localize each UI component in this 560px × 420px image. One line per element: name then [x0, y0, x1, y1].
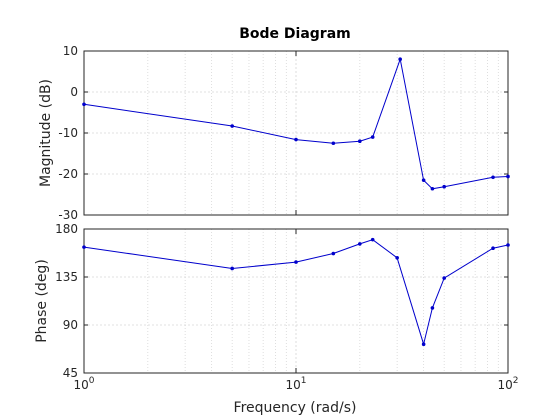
magnitude-data-point — [491, 175, 495, 180]
magnitude-data-point — [442, 184, 446, 189]
phase-y-axis-label: Phase (deg) — [34, 259, 50, 343]
phase-panel: 180 135 90 45 Phase (deg) — [34, 222, 510, 380]
x-tick-label: 102 — [497, 376, 518, 392]
magnitude-data-point — [358, 139, 362, 143]
magnitude-data-point — [82, 102, 86, 107]
chart-title: Bode Diagram — [239, 26, 351, 42]
phase-y-tick-label: 45 — [63, 366, 78, 380]
magnitude-y-tick-label: -30 — [58, 208, 78, 222]
magnitude-y-tick-label: -10 — [58, 126, 78, 140]
magnitude-panel: 10 0 -10 -20 -30 Magnitude (dB) — [38, 44, 510, 222]
phase-data-point — [506, 243, 510, 247]
phase-data-point — [294, 260, 298, 264]
phase-data-point — [421, 342, 426, 347]
magnitude-data-point — [294, 137, 298, 142]
phase-data-point — [430, 306, 435, 310]
x-tick-label: 101 — [285, 376, 306, 392]
phase-data-point — [331, 251, 336, 256]
x-tick-label: 100 — [73, 376, 94, 392]
magnitude-data-point — [430, 186, 435, 191]
phase-y-tick-label: 135 — [55, 270, 78, 284]
phase-data-point — [395, 255, 399, 260]
phase-data-point — [442, 276, 446, 280]
magnitude-y-tick-label: 10 — [63, 44, 78, 58]
phase-data-point — [370, 237, 375, 242]
magnitude-y-axis-label: Magnitude (dB) — [38, 79, 54, 187]
phase-y-tick-label: 180 — [55, 222, 78, 236]
magnitude-series-line — [83, 57, 509, 190]
phase-data-point — [82, 245, 86, 249]
phase-series-line — [83, 239, 509, 347]
magnitude-data-point — [331, 141, 336, 146]
magnitude-data-point — [398, 57, 402, 61]
phase-data-point — [491, 246, 495, 250]
x-axis-label: Frequency (rad/s) — [234, 400, 357, 416]
phase-data-point — [230, 266, 234, 271]
magnitude-y-tick-label: -20 — [58, 167, 78, 181]
magnitude-y-tick-label: 0 — [70, 85, 78, 99]
magnitude-data-point — [370, 135, 375, 139]
magnitude-data-point — [421, 178, 426, 182]
magnitude-data-point — [506, 174, 510, 179]
magnitude-data-point — [230, 124, 234, 128]
phase-y-tick-label: 90 — [63, 318, 78, 332]
phase-data-point — [358, 242, 362, 246]
